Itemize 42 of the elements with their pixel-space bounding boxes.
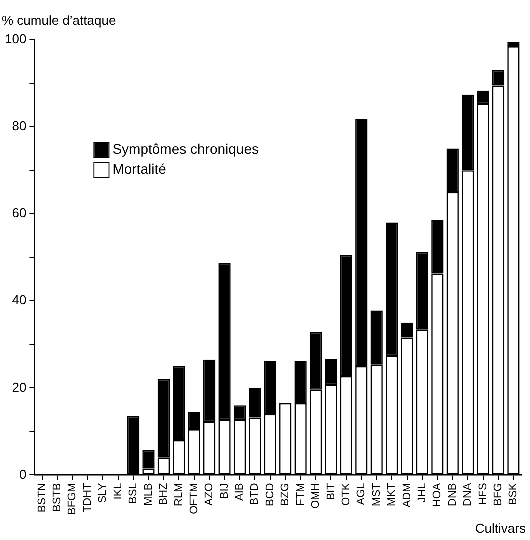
x-axis-title: Cultivars (475, 521, 526, 536)
x-tick-label: BFG (492, 483, 505, 506)
x-tick-label: MKT (386, 482, 398, 506)
x-tick-label: BSTB (52, 483, 64, 512)
y-tick-label: 100 (4, 32, 27, 47)
y-tick-label: 80 (12, 118, 27, 134)
x-tick-label: TDHT (82, 482, 94, 513)
x-tick-label: BSTN (36, 483, 48, 513)
x-tick-label: AGL (356, 483, 368, 506)
x-tick-label: MST (370, 482, 383, 506)
x-tick-label: HFS (477, 483, 490, 506)
x-tick-label: OFTM (188, 483, 200, 514)
x-tick-label: JHL (416, 483, 428, 503)
y-tick-label: 20 (12, 380, 27, 395)
x-tick-label: HOA (432, 482, 444, 508)
x-tick-label: BIT (325, 482, 338, 500)
x-tick-label: OTK (340, 482, 352, 506)
y-tick-label: 40 (12, 292, 27, 308)
legend-label: Mortalité (112, 160, 167, 177)
x-tick-label: BHZ (158, 482, 170, 506)
x-tick-label: MLB (142, 483, 155, 506)
x-tick-label: BIJ (218, 483, 231, 500)
x-tick-label: SLY (97, 482, 110, 504)
x-tick-label: AZO (204, 482, 216, 506)
x-tick-label: OMH (310, 483, 322, 509)
x-tick-label: BFGM (66, 483, 79, 516)
y-tick-label: 60 (12, 206, 27, 221)
y-tick-label: 0 (19, 466, 27, 482)
x-tick-label: FTM (294, 483, 307, 506)
x-tick-label: RLM (173, 483, 186, 506)
x-tick-label: BSK (508, 482, 520, 506)
y-axis-title: % cumule d’attaque (2, 13, 116, 28)
x-tick-label: ADM (401, 483, 414, 508)
x-tick-label: BTD (249, 483, 262, 506)
x-tick-label: BCD (264, 483, 276, 506)
x-tick-label: BSL (128, 483, 140, 504)
x-tick-label: DNB (446, 483, 459, 506)
x-tick-label: AIB (234, 483, 246, 501)
x-tick-label: DNA (462, 482, 474, 506)
x-tick-label: IKL (112, 483, 124, 500)
x-tick-label: BZG (280, 483, 292, 506)
legend-label: Symptômes chroniques (112, 140, 259, 157)
